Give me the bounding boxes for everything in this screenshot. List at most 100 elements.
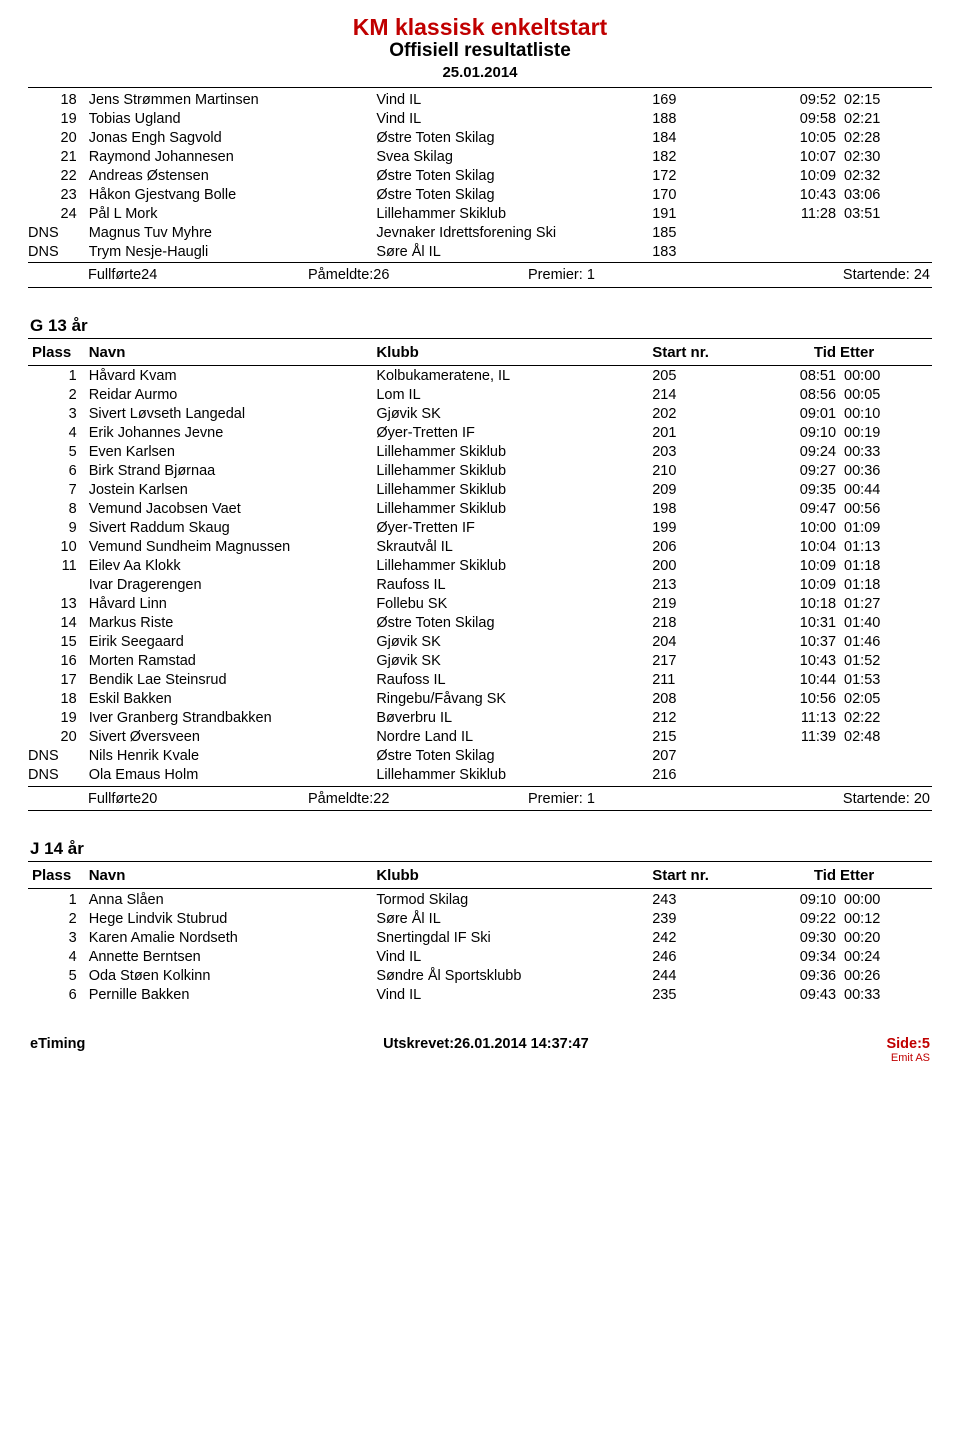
cell-startnr: 206 [650, 538, 744, 557]
cell-etter: 01:09 [838, 519, 932, 538]
cell-tid: 10:43 [744, 185, 838, 204]
cell-etter: 00:10 [838, 405, 932, 424]
table-row: 24Pål L MorkLillehammer Skiklub19111:280… [28, 204, 932, 223]
cell-etter: 01:18 [838, 576, 932, 595]
cell-etter: 01:13 [838, 538, 932, 557]
cell-klubb: Kolbukameratene, IL [374, 367, 650, 386]
cell-plass: 18 [28, 90, 87, 109]
cell-plass: DNS [28, 766, 87, 785]
col-tid: Tid [744, 341, 838, 364]
summary-table-g13: Fullførte20 Påmeldte:22 Premier: 1 Start… [28, 788, 932, 809]
cell-startnr: 191 [650, 204, 744, 223]
cell-startnr: 183 [650, 242, 744, 261]
table-row: DNSOla Emaus HolmLillehammer Skiklub216 [28, 766, 932, 785]
col-navn: Navn [87, 864, 375, 887]
cell-plass: 13 [28, 595, 87, 614]
cell-tid: 10:37 [744, 633, 838, 652]
divider [28, 786, 932, 787]
table-row: DNSTrym Nesje-HaugliSøre Ål IL183 [28, 242, 932, 261]
footer-center: Utskrevet:26.01.2014 14:37:47 [383, 1036, 589, 1052]
cell-plass: 1 [28, 890, 87, 909]
cell-klubb: Øyer-Tretten IF [374, 424, 650, 443]
table-row: DNSMagnus Tuv MyhreJevnaker Idrettsforen… [28, 223, 932, 242]
results-table-continuation: 18Jens Strømmen MartinsenVind IL16909:52… [28, 90, 932, 261]
col-plass: Plass [28, 341, 87, 364]
cell-klubb: Raufoss IL [374, 576, 650, 595]
cell-klubb: Østre Toten Skilag [374, 185, 650, 204]
cell-klubb: Skrautvål IL [374, 538, 650, 557]
table-header: Plass Navn Klubb Start nr. Tid Etter [28, 864, 932, 887]
cell-plass: 9 [28, 519, 87, 538]
cell-navn: Birk Strand Bjørnaa [87, 462, 375, 481]
table-row: 17Bendik Lae SteinsrudRaufoss IL21110:44… [28, 671, 932, 690]
col-etter: Etter [838, 864, 932, 887]
category-title-g13: G 13 år [28, 316, 932, 336]
cell-klubb: Øyer-Tretten IF [374, 519, 650, 538]
col-klubb: Klubb [374, 341, 650, 364]
cell-startnr: 209 [650, 481, 744, 500]
summary-table: Fullførte24 Påmeldte:26 Premier: 1 Start… [28, 264, 932, 285]
cell-klubb: Østre Toten Skilag [374, 128, 650, 147]
cell-plass: 3 [28, 405, 87, 424]
cell-tid [744, 747, 838, 766]
footer-emit: Emit AS [28, 1052, 932, 1064]
cell-klubb: Jevnaker Idrettsforening Ski [374, 223, 650, 242]
table-row: 4Erik Johannes JevneØyer-Tretten IF20109… [28, 424, 932, 443]
cell-klubb: Gjøvik SK [374, 652, 650, 671]
cell-plass: 20 [28, 728, 87, 747]
header-divider [28, 365, 932, 366]
cell-startnr: 185 [650, 223, 744, 242]
table-row: 4Annette BerntsenVind IL24609:3400:24 [28, 947, 932, 966]
table-row: 19Tobias UglandVind IL18809:5802:21 [28, 109, 932, 128]
cell-navn: Vemund Jacobsen Vaet [87, 500, 375, 519]
cell-navn: Even Karlsen [87, 443, 375, 462]
cell-etter [838, 223, 932, 242]
table-row: 22Andreas ØstensenØstre Toten Skilag1721… [28, 166, 932, 185]
cell-etter: 03:51 [838, 204, 932, 223]
cell-startnr: 210 [650, 462, 744, 481]
cell-tid: 10:09 [744, 166, 838, 185]
subtitle: Offisiell resultatliste [28, 40, 932, 62]
cell-etter: 02:05 [838, 690, 932, 709]
cell-startnr: 212 [650, 709, 744, 728]
cell-startnr: 246 [650, 947, 744, 966]
table-row: 1Håvard KvamKolbukameratene, IL20508:510… [28, 367, 932, 386]
cell-navn: Annette Berntsen [87, 947, 375, 966]
cell-startnr: 170 [650, 185, 744, 204]
cell-startnr: 205 [650, 367, 744, 386]
cell-etter [838, 242, 932, 261]
cell-etter: 01:40 [838, 614, 932, 633]
cell-tid: 10:00 [744, 519, 838, 538]
cell-etter: 01:46 [838, 633, 932, 652]
cell-tid: 10:07 [744, 147, 838, 166]
cell-tid: 09:24 [744, 443, 838, 462]
cell-klubb: Lillehammer Skiklub [374, 766, 650, 785]
cell-plass: 2 [28, 909, 87, 928]
cell-klubb: Søre Ål IL [374, 909, 650, 928]
cell-startnr: 244 [650, 966, 744, 985]
cell-plass: 16 [28, 652, 87, 671]
cell-startnr: 203 [650, 443, 744, 462]
cell-navn: Sivert Øversveen [87, 728, 375, 747]
divider [28, 262, 932, 263]
cell-etter [838, 747, 932, 766]
main-title: KM klassisk enkeltstart [28, 14, 932, 40]
cell-etter: 00:56 [838, 500, 932, 519]
divider [28, 810, 932, 811]
cell-tid: 09:58 [744, 109, 838, 128]
table-row: 8Vemund Jacobsen VaetLillehammer Skiklub… [28, 500, 932, 519]
cell-navn: Trym Nesje-Haugli [87, 242, 375, 261]
cell-plass: 7 [28, 481, 87, 500]
cell-klubb: Søndre Ål Sportsklubb [374, 966, 650, 985]
cell-tid: 09:10 [744, 424, 838, 443]
divider [28, 861, 932, 862]
table-row: 3Sivert Løvseth LangedalGjøvik SK20209:0… [28, 405, 932, 424]
cell-navn: Ola Emaus Holm [87, 766, 375, 785]
cell-klubb: Vind IL [374, 109, 650, 128]
cell-plass: DNS [28, 223, 87, 242]
cell-startnr: 213 [650, 576, 744, 595]
cell-tid: 10:31 [744, 614, 838, 633]
cell-startnr: 239 [650, 909, 744, 928]
cell-navn: Raymond Johannesen [87, 147, 375, 166]
cell-startnr: 204 [650, 633, 744, 652]
